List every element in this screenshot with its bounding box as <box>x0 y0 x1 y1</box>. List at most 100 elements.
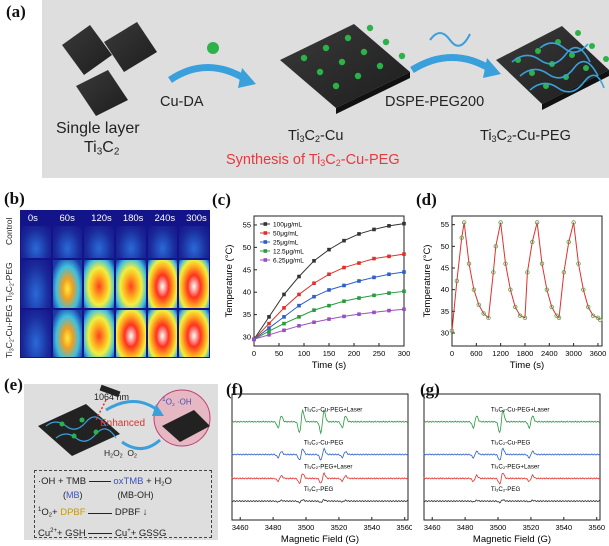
x-tick-label: 3480 <box>265 523 282 532</box>
trace-label: Ti₃C₂-Cu-PEG+Laser <box>304 407 363 414</box>
data-point <box>267 332 271 337</box>
cu-dot <box>316 68 324 76</box>
legend-entry: 12.5μg/mL <box>273 249 304 256</box>
data-point <box>461 220 467 225</box>
data-point <box>282 328 286 333</box>
row-label-control: Control <box>4 217 14 245</box>
x-tick-label: 3600 <box>590 349 607 358</box>
data-point <box>297 292 301 297</box>
panel-d-label: (d) <box>416 190 437 209</box>
data-point <box>402 289 406 294</box>
data-point <box>476 302 481 308</box>
panel-a-label: (a) <box>6 2 26 21</box>
data-point <box>471 287 477 292</box>
synthesis-caption: Synthesis of Ti3C2-Cu-PEG <box>226 152 400 169</box>
x-axis-label: Time (s) <box>510 360 544 371</box>
row-label-ti3c2-peg: Ti3C2-PEG <box>4 262 16 302</box>
heating-cycle-line <box>451 222 601 331</box>
data-point <box>459 235 464 240</box>
x-tick-label: 1200 <box>492 349 509 358</box>
data-point <box>342 299 346 303</box>
thermal-cell <box>21 260 51 308</box>
data-point <box>357 296 361 300</box>
thermal-cell <box>116 260 146 308</box>
data-point <box>252 337 256 342</box>
single-layer-label: Single layer <box>56 120 140 137</box>
panel-c-label: (c) <box>212 190 231 209</box>
cu-dot <box>376 62 384 70</box>
time-label-0s: 0s <box>27 213 38 224</box>
x-tick-label: 250 <box>373 349 386 358</box>
ti3c2-cu-sheet <box>280 24 410 114</box>
reaction-list: ·OH + TMB oxTMB + H2O (MB) (MB-OH) 1O2+ … <box>38 474 210 541</box>
epr-trace <box>231 498 409 504</box>
y-tick-label: 55 <box>243 220 251 229</box>
x-tick-label: 3520 <box>523 523 540 532</box>
thermal-cell <box>52 309 83 357</box>
time-label-120s: 120s <box>91 213 112 224</box>
data-point <box>590 313 596 318</box>
time-label-180s: 180s <box>122 213 144 224</box>
cu-dot <box>589 43 595 49</box>
x-tick-label: 300 <box>398 349 411 358</box>
thermal-cell <box>116 226 146 259</box>
chart-f: 3460 3480 3500 3520 3540 3560 Magnetic Field (… <box>231 393 412 545</box>
data-point <box>267 326 271 330</box>
data-point <box>513 304 518 310</box>
ti3c2-label: Ti3C2 <box>84 139 120 158</box>
x-tick-label: 3540 <box>555 523 572 532</box>
data-point <box>402 307 406 312</box>
cu-dot <box>575 30 581 36</box>
plot-frame <box>451 215 603 347</box>
singlet-oxygen-label: 1O2 ·OH <box>162 396 192 408</box>
enhanced-label: Enhanced <box>100 418 146 429</box>
y-tick-label: 35 <box>441 307 449 316</box>
data-point <box>267 329 271 334</box>
thermal-cell <box>179 260 209 308</box>
data-point <box>342 314 346 319</box>
data-point <box>544 287 550 292</box>
epr-trace <box>423 409 601 434</box>
data-point <box>297 315 301 319</box>
data-point <box>357 312 361 316</box>
data-point <box>327 288 331 292</box>
data-point <box>576 261 581 266</box>
data-point <box>525 270 530 275</box>
data-point <box>312 281 316 286</box>
data-point <box>581 287 586 292</box>
data-point <box>372 293 376 298</box>
x-tick-label: 3000 <box>565 349 582 358</box>
trace-label: Ti₃C₂-Cu-PEG <box>304 439 344 446</box>
single-layer-sheets <box>62 22 157 116</box>
reaction-3: Cu2++ GSH Cu++ GSSG <box>38 528 167 540</box>
data-point <box>566 239 571 245</box>
data-point <box>493 244 498 249</box>
panel-a-schematic <box>62 22 609 116</box>
cu-dot <box>603 56 609 62</box>
data-point <box>561 270 567 275</box>
data-point <box>357 279 361 283</box>
laser-wavelength: 1064 nm <box>94 392 130 402</box>
data-point <box>267 315 271 319</box>
epr-trace <box>423 499 601 504</box>
thermal-cell <box>84 309 114 357</box>
cu-dot <box>332 82 340 90</box>
epr-trace <box>231 408 409 435</box>
data-point <box>402 270 406 274</box>
y-tick-label: 30 <box>243 333 251 342</box>
data-point <box>282 321 286 326</box>
thermal-cell <box>147 309 178 357</box>
legend-entry: 6.25μg/mL <box>273 258 304 265</box>
x-tick-label: 3460 <box>232 523 249 532</box>
data-point <box>402 252 406 256</box>
data-point <box>498 220 503 225</box>
legend-entry: 100μg/mL <box>273 222 302 229</box>
y-tick-label: 40 <box>243 288 251 297</box>
y-tick-label: 55 <box>441 220 449 229</box>
time-label-300s: 300s <box>186 213 207 224</box>
data-point <box>508 287 513 292</box>
cu-dot <box>344 34 352 42</box>
x-tick-label: 3520 <box>331 523 348 532</box>
y-tick-label: 45 <box>243 265 251 274</box>
thermal-cell <box>179 309 209 357</box>
